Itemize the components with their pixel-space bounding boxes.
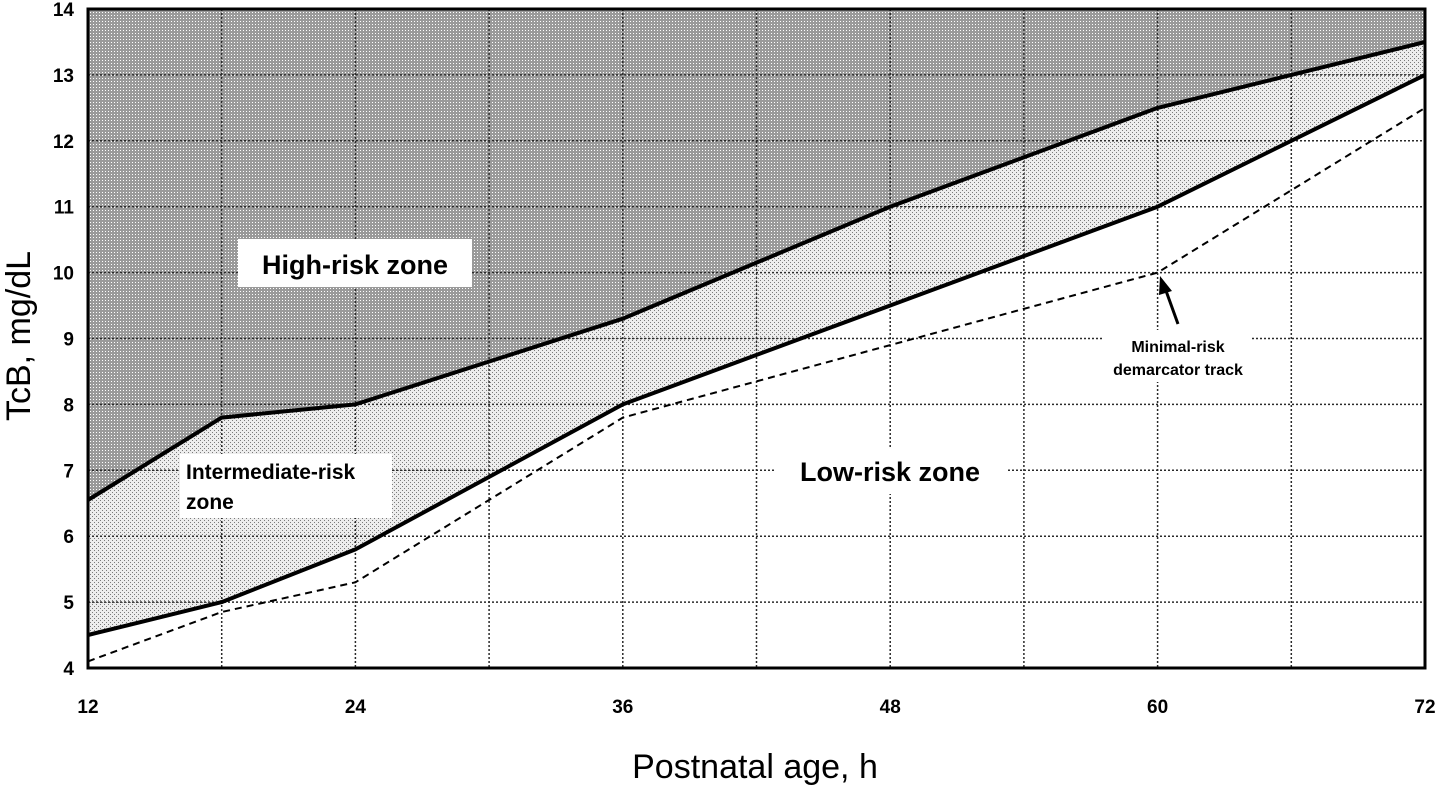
- x-tick-label: 24: [345, 697, 367, 718]
- x-tick-label: 72: [1414, 697, 1435, 718]
- y-tick-label: 4: [63, 659, 74, 680]
- x-tick-label: 12: [77, 697, 98, 718]
- y-tick-label: 10: [53, 264, 74, 285]
- plot-frame: [86, 7, 1427, 670]
- series-line-2: [87, 73, 1426, 637]
- low-risk-zone-label: Low-risk zone: [776, 448, 1008, 494]
- y-tick-label: 11: [54, 198, 75, 219]
- grid-lines: [88, 9, 1425, 668]
- annotation-arrow-shaft: [1163, 287, 1180, 325]
- intermediate-risk-zone-label: Intermediate-risk zone: [180, 454, 392, 518]
- series-lines: [86, 40, 1426, 663]
- intermediate-risk-zone-text-line2: zone: [186, 491, 234, 514]
- y-tick-label: 13: [53, 66, 74, 87]
- low-risk-zone-text: Low-risk zone: [800, 457, 980, 487]
- intermediate-risk-zone-text-line1: Intermediate-risk: [186, 461, 356, 484]
- series-line-3: [87, 107, 1426, 663]
- y-tick-label: 14: [53, 0, 75, 21]
- y-tick-label: 6: [63, 527, 74, 548]
- y-tick-label: 12: [53, 132, 74, 153]
- y-tick-label: 8: [63, 395, 74, 416]
- y-tick-label: 5: [63, 593, 74, 614]
- x-tick-label: 60: [1147, 697, 1168, 718]
- high-risk-zone-text: High-risk zone: [262, 250, 448, 280]
- x-axis-label: Postnatal age, h: [632, 748, 878, 785]
- minimal-risk-annotation: Minimal-risk demarcator track: [1104, 276, 1252, 382]
- annotation-text-line2: demarcator track: [1113, 362, 1243, 379]
- annotation-text-line1: Minimal-risk: [1131, 339, 1224, 356]
- x-tick-label: 48: [880, 697, 901, 718]
- y-axis-label: TcB, mg/dL: [0, 251, 38, 421]
- high-risk-zone-label: High-risk zone: [238, 239, 472, 287]
- x-tick-labels: 12 24 36 48 60 72: [77, 697, 1435, 718]
- series-line-1: [86, 40, 1426, 502]
- y-tick-label: 9: [63, 330, 74, 351]
- x-tick-label: 36: [612, 697, 633, 718]
- annotation-arrow-head: [1159, 276, 1172, 295]
- y-tick-labels: 4 5 6 7 8 9 10 11 12 13 14: [53, 0, 75, 680]
- y-tick-label: 7: [63, 461, 74, 482]
